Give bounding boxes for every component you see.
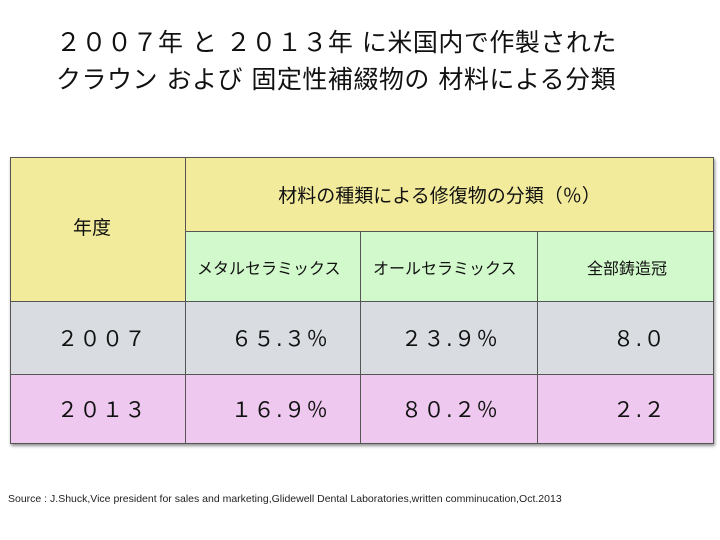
row-2013-all-ceramics: ８０.２％ bbox=[360, 374, 538, 444]
row-2013-metal-ceramics: １６.９％ bbox=[185, 374, 361, 444]
row-2007-year: ２００７ bbox=[10, 301, 186, 375]
header-material-classification: 材料の種類による修復物の分類（％） bbox=[185, 157, 714, 232]
row-2007-all-ceramics: ２３.９％ bbox=[360, 301, 538, 375]
row-2007-metal-ceramics: ６５.３％ bbox=[185, 301, 361, 375]
row-2013-year: ２０１３ bbox=[10, 374, 186, 444]
title-line-1: ２００７年 と ２０１３年 に米国内で作製された bbox=[56, 28, 617, 57]
column-header-full-cast-crown: 全部鋳造冠 bbox=[537, 231, 714, 302]
source-citation: Source : J.Shuck,Vice president for sale… bbox=[8, 493, 562, 505]
header-year: 年度 bbox=[10, 157, 186, 302]
row-2013-full-cast-crown: ２.２ bbox=[537, 374, 714, 444]
row-2007-full-cast-crown: ８.０ bbox=[537, 301, 714, 375]
title-line-2: クラウン および 固定性補綴物の 材料による分類 bbox=[56, 65, 617, 94]
column-header-all-ceramics: オールセラミックス bbox=[360, 231, 538, 302]
column-header-metal-ceramics: メタルセラミックス bbox=[185, 231, 361, 302]
slide-title: ２００７年 と ２０１３年 に米国内で作製された クラウン および 固定性補綴物… bbox=[56, 24, 617, 98]
classification-table: 年度 材料の種類による修復物の分類（％） メタルセラミックス オールセラミックス… bbox=[10, 157, 714, 444]
